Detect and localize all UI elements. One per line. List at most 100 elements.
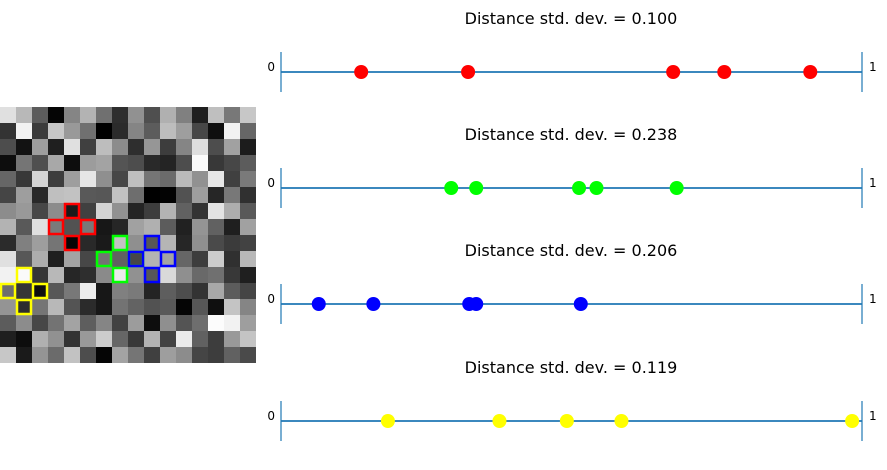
pixel-cell [176, 187, 192, 203]
pixel-cell [64, 187, 80, 203]
strip-end-label: 1 [869, 409, 877, 423]
pixel-cell [144, 251, 160, 267]
pixel-cell [240, 315, 256, 331]
pixel-cell [208, 155, 224, 171]
pixel-cell [176, 299, 192, 315]
distance-point [717, 65, 732, 79]
pixel-cell [0, 299, 16, 315]
pixel-cell [128, 299, 144, 315]
pixel-cell [32, 347, 48, 363]
pixel-cell [32, 219, 48, 235]
pixel-cell [144, 123, 160, 139]
pixel-cell [208, 315, 224, 331]
pixel-cell [64, 139, 80, 155]
pixel-cell [240, 347, 256, 363]
pixel-cell [224, 347, 240, 363]
distance-point [461, 65, 476, 79]
pixel-cell [192, 283, 208, 299]
strip-title: Distance std. dev. = 0.100 [465, 9, 678, 28]
pixel-cell [224, 107, 240, 123]
pixel-cell [80, 107, 96, 123]
pixel-cell [144, 315, 160, 331]
pixel-cell [160, 155, 176, 171]
pixel-cell [192, 155, 208, 171]
pixel-cell [96, 251, 112, 267]
pixel-cell [48, 315, 64, 331]
pixel-cell [144, 283, 160, 299]
pixel-cell [48, 347, 64, 363]
cross-neighbor-box [95, 250, 113, 268]
cross-neighbor-box [159, 250, 177, 268]
pixel-cell [80, 267, 96, 283]
pixel-cell [144, 187, 160, 203]
distance-point [803, 65, 818, 79]
cross-neighbor-box [15, 298, 33, 316]
distance-strip-1: Distance std. dev. = 0.100 0 1 [267, 9, 877, 92]
pixel-cell [96, 219, 112, 235]
pixel-cell [208, 251, 224, 267]
pixel-cell [208, 203, 224, 219]
pixel-cell [48, 203, 64, 219]
pixel-cell [208, 299, 224, 315]
pixel-cell [224, 203, 240, 219]
pixel-cell [0, 219, 16, 235]
pixel-cell [240, 187, 256, 203]
strip-title: Distance std. dev. = 0.206 [465, 241, 678, 260]
red-cross-marker [47, 202, 97, 252]
pixel-cell [16, 123, 32, 139]
pixel-cell [128, 123, 144, 139]
pixel-cell [0, 171, 16, 187]
pixel-cell [192, 331, 208, 347]
pixel-cell [48, 283, 64, 299]
cross-neighbor-box [111, 266, 129, 284]
pixel-cell [16, 171, 32, 187]
pixel-cell [80, 347, 96, 363]
pixel-cell [176, 139, 192, 155]
distance-point [380, 414, 395, 428]
pixel-cell [176, 347, 192, 363]
pixel-cell [208, 187, 224, 203]
cross-neighbor-box [63, 234, 81, 252]
distance-point [469, 297, 484, 311]
pixel-cell [80, 251, 96, 267]
pixel-cell [144, 267, 160, 283]
pixel-cell [0, 155, 16, 171]
strip-end-label: 1 [869, 60, 877, 74]
pixel-cell [80, 155, 96, 171]
pixel-cell [48, 331, 64, 347]
distance-point [559, 414, 574, 428]
pixel-cell [112, 347, 128, 363]
distance-point [492, 414, 507, 428]
pixel-cell [128, 171, 144, 187]
pixel-cell [160, 171, 176, 187]
distance-point [573, 297, 588, 311]
pixel-cell [112, 235, 128, 251]
pixel-cell [32, 171, 48, 187]
pixel-cell [0, 267, 16, 283]
pixel-cell [80, 187, 96, 203]
pixel-cell [224, 235, 240, 251]
pixel-cell [48, 123, 64, 139]
pixel-cell [0, 331, 16, 347]
distance-point [311, 297, 326, 311]
pixel-cell [48, 251, 64, 267]
pixel-cell [240, 203, 256, 219]
pixel-cell [240, 219, 256, 235]
pixel-cell [160, 315, 176, 331]
strip-end-label: 1 [869, 292, 877, 306]
pixel-cell [96, 155, 112, 171]
pixel-cell [144, 107, 160, 123]
distance-point [669, 181, 684, 195]
pixel-cell [208, 347, 224, 363]
pixel-cell [80, 219, 96, 235]
pixel-cell [64, 219, 80, 235]
pixel-cell [32, 107, 48, 123]
cross-neighbor-box [143, 234, 161, 252]
pixel-cell [16, 331, 32, 347]
pixel-cell [32, 331, 48, 347]
pixel-cell [224, 331, 240, 347]
pixel-cell [96, 203, 112, 219]
pixel-cell [192, 251, 208, 267]
pixel-cell [64, 107, 80, 123]
strip-title: Distance std. dev. = 0.119 [465, 358, 678, 377]
